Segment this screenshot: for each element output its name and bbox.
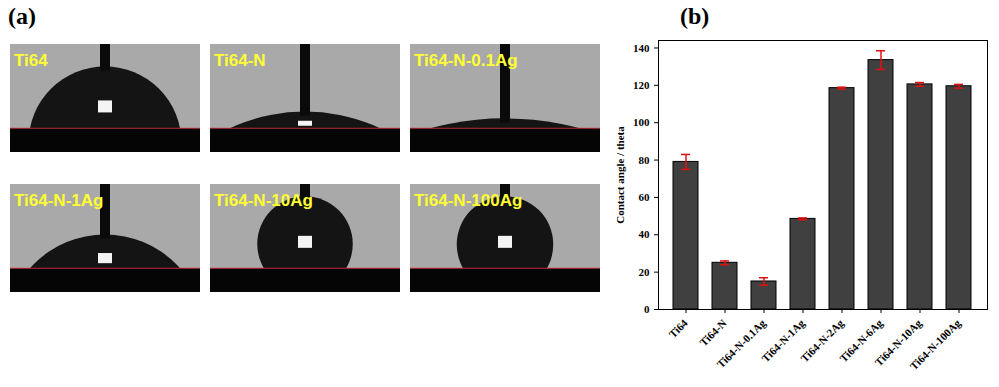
svg-text:(a): (a) [8, 3, 36, 29]
svg-text:80: 80 [639, 154, 651, 166]
svg-text:Ti64-N: Ti64-N [697, 317, 729, 349]
svg-text:Ti64-N-2Ag: Ti64-N-2Ag [798, 316, 846, 365]
svg-text:Ti64-N-6Ag: Ti64-N-6Ag [837, 316, 885, 365]
svg-text:Contact angle / theta: Contact angle / theta [614, 126, 626, 224]
svg-text:60: 60 [639, 191, 651, 203]
svg-text:Ti64: Ti64 [14, 51, 48, 70]
html-text:(b): (b) [680, 3, 710, 29]
svg-text:Ti64-N-1Ag: Ti64-N-1Ag [759, 316, 807, 365]
svg-text:Ti64: Ti64 [666, 316, 690, 340]
svg-text:40: 40 [639, 228, 651, 240]
svg-text:Ti64-N-0.1Ag: Ti64-N-0.1Ag [414, 51, 518, 70]
svg-text:140: 140 [633, 41, 650, 53]
svg-text:Ti64-N-10Ag: Ti64-N-10Ag [214, 191, 313, 210]
svg-text:100: 100 [633, 116, 650, 128]
svg-text:20: 20 [639, 266, 651, 278]
svg-text:120: 120 [633, 79, 650, 91]
svg-text:Ti64-N-100Ag: Ti64-N-100Ag [907, 316, 963, 372]
svg-text:Ti64-N-1Ag: Ti64-N-1Ag [14, 191, 103, 210]
svg-text:Ti64-N-0.1Ag: Ti64-N-0.1Ag [714, 316, 768, 370]
svg-text:0: 0 [644, 303, 650, 315]
svg-text:Ti64-N-100Ag: Ti64-N-100Ag [414, 191, 522, 210]
svg-text:Ti64-N: Ti64-N [214, 51, 266, 70]
svg-text:Ti64-N-10Ag: Ti64-N-10Ag [872, 316, 924, 369]
